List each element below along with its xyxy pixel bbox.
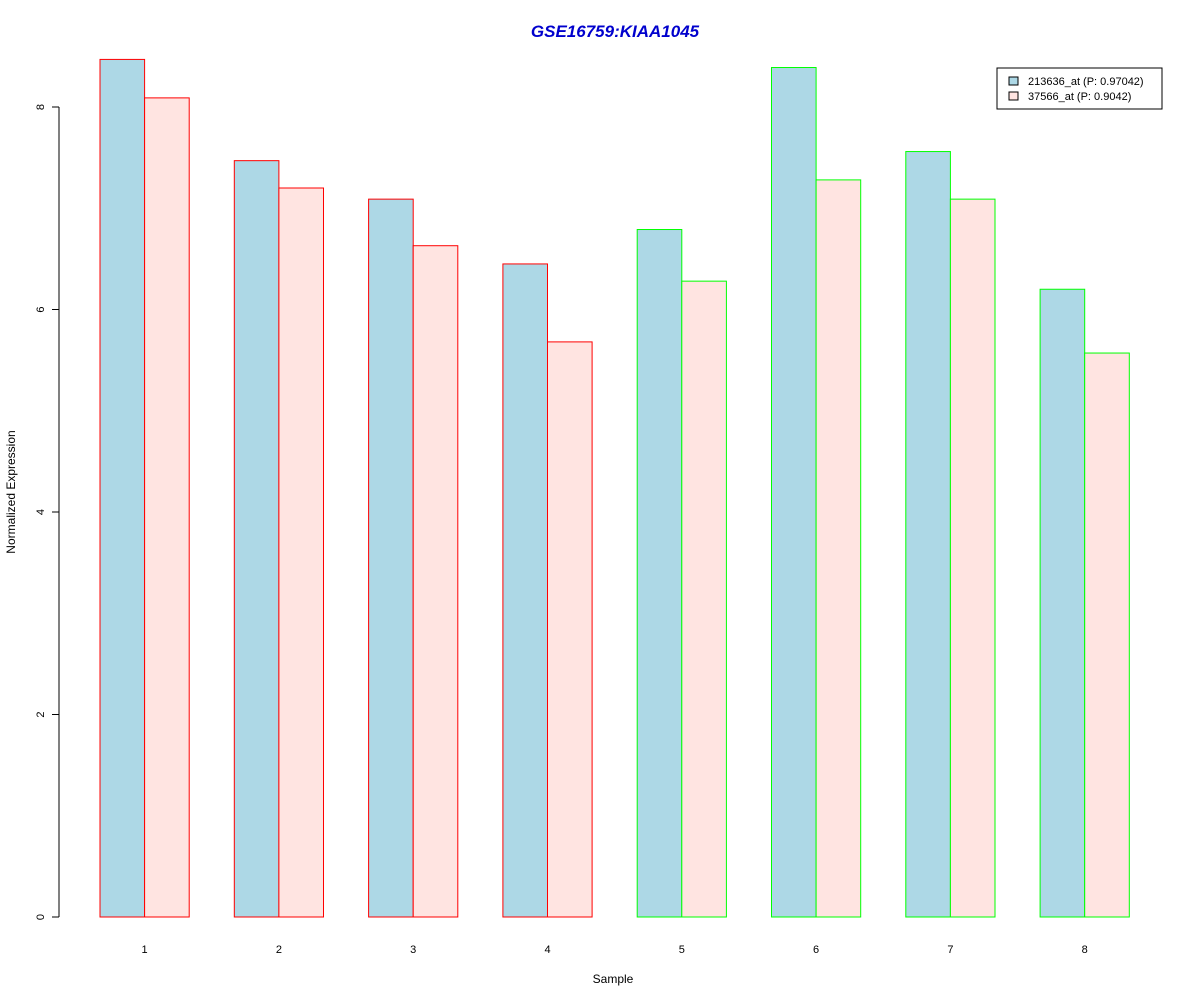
bar-sample-2-series-1	[233, 160, 280, 918]
x-tick-label-5: 5	[679, 944, 685, 956]
x-axis-label: Sample	[593, 972, 634, 986]
x-tick-label-3: 3	[410, 944, 416, 956]
bar-sample-8-series-1	[1039, 288, 1086, 918]
x-tick-label-7: 7	[947, 944, 953, 956]
bar-sample-6-series-1	[771, 67, 817, 918]
y-tick-label-0: 0	[35, 914, 47, 920]
bar-sample-8-series-2	[1084, 352, 1130, 918]
bar-sample-4-series-2	[547, 341, 593, 918]
bar-sample-7-series-1	[905, 151, 951, 918]
y-tick-label-8: 8	[35, 104, 47, 110]
legend-swatch-37566-at	[1008, 91, 1019, 101]
bar-sample-7-series-2	[949, 198, 996, 918]
legend-swatch-213636-at	[1008, 76, 1019, 86]
x-axis-tick-labels: 1 2 3 4 5 6 7 8	[142, 944, 1088, 956]
x-tick-label-4: 4	[544, 944, 550, 956]
x-tick-label-6: 6	[813, 944, 819, 956]
legend: 213636_at (P: 0.97042) 37566_at (P: 0.90…	[996, 67, 1163, 110]
legend-box	[996, 67, 1163, 110]
x-tick-label-2: 2	[276, 944, 282, 956]
bar-sample-5-series-2	[681, 280, 727, 918]
y-tick-label-2: 2	[35, 711, 47, 717]
bar-sample-2-series-2	[278, 187, 324, 918]
bar-sample-1-series-1	[99, 58, 146, 918]
bar-sample-5-series-1	[636, 229, 683, 918]
bars	[99, 58, 1130, 918]
bar-sample-3-series-2	[412, 245, 459, 918]
y-axis-label: Normalized Expression	[4, 430, 18, 553]
y-axis-ticks: 0 2 4 6 8	[35, 104, 59, 920]
bar-sample-3-series-1	[368, 198, 414, 918]
legend-label-213636-at: 213636_at (P: 0.97042)	[1028, 76, 1144, 88]
x-tick-label-8: 8	[1082, 944, 1088, 956]
y-tick-label-4: 4	[35, 509, 47, 515]
x-tick-label-1: 1	[142, 944, 148, 956]
y-tick-label-6: 6	[35, 306, 47, 312]
chart-title: GSE16759:KIAA1045	[531, 22, 700, 41]
bar-sample-1-series-2	[144, 97, 190, 918]
bar-sample-4-series-1	[502, 263, 548, 918]
legend-label-37566-at: 37566_at (P: 0.9042)	[1028, 91, 1131, 103]
bar-sample-6-series-2	[815, 179, 862, 918]
